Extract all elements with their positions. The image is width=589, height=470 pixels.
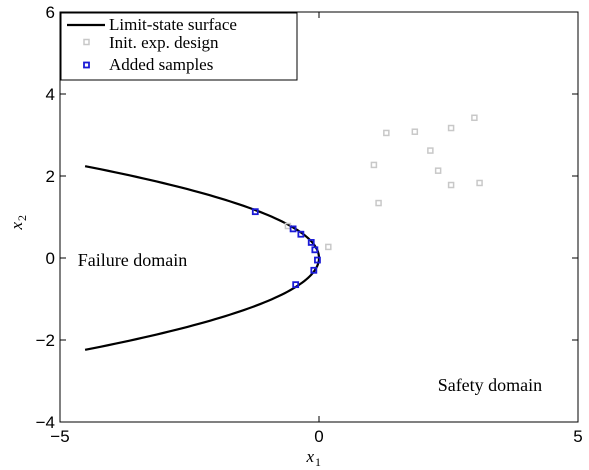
init-design-point [383, 129, 390, 137]
legend-label-limit-state: Limit-state surface [109, 15, 237, 34]
init-design-point [375, 199, 382, 207]
y-axis-label: x 2 [7, 215, 29, 231]
annotation-failure-domain: Failure domain [78, 250, 187, 270]
added-sample-point [314, 256, 321, 264]
x-tick-label: 0 [314, 427, 323, 446]
init-design-point [325, 243, 332, 251]
legend-label-init: Init. exp. design [109, 33, 219, 52]
y-tick-label: −2 [36, 331, 55, 350]
annotation-safety-domain: Safety domain [438, 375, 542, 395]
x-tick-label: 5 [573, 427, 582, 446]
x-tick-label: −5 [50, 427, 69, 446]
x-axis-label: x 1 [305, 447, 321, 469]
y-tick-label: 2 [46, 167, 55, 186]
added-sample-point [251, 208, 259, 216]
init-design-point [476, 179, 483, 187]
x-axis-label-main: x [305, 447, 314, 466]
added-sample-point [292, 281, 300, 289]
legend: Limit-state surface Init. exp. design Ad… [60, 12, 298, 81]
added-sample-point [310, 266, 318, 274]
y-axis-label-main: x [7, 222, 26, 231]
y-tick-label: −4 [36, 413, 55, 432]
added-sample-point [311, 246, 319, 254]
chart-marks [84, 114, 483, 351]
legend-label-added: Added samples [109, 55, 213, 74]
x-axis-label-sub: 1 [315, 455, 321, 469]
init-design-point [471, 114, 478, 122]
init-design-point [447, 181, 455, 189]
init-design-point [370, 161, 378, 169]
axes: −5 0 5 −4 −2 0 2 4 6 [36, 3, 583, 446]
init-design-point [447, 124, 455, 132]
added-sample-point [297, 230, 305, 238]
legend-swatch-init [83, 38, 90, 46]
y-tick-label: 4 [46, 85, 55, 104]
init-design-point [411, 128, 419, 135]
init-design-point [427, 147, 434, 154]
added-sample-point [289, 225, 297, 233]
y-tick-label: 6 [46, 3, 55, 22]
init-design-point [434, 167, 442, 174]
y-tick-label: 0 [46, 249, 55, 268]
y-axis-label-sub: 2 [15, 215, 29, 221]
legend-swatch-added [83, 61, 90, 69]
added-sample-point [307, 239, 315, 246]
